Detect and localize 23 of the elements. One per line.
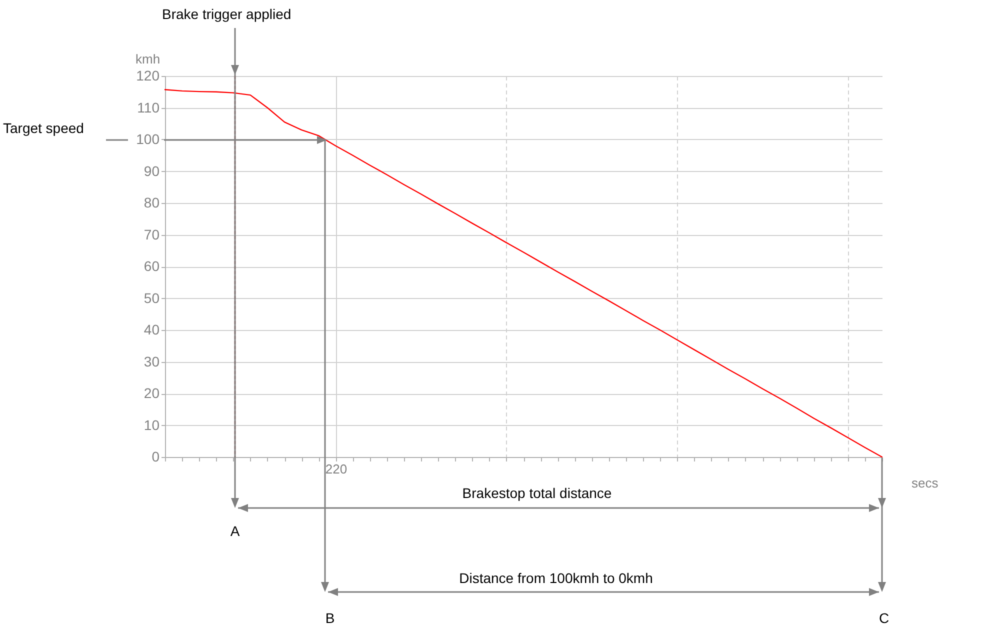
y-tick-label: 60 (144, 258, 160, 274)
text: Brakestop total distance (462, 485, 612, 501)
y-tick-label: 70 (144, 226, 160, 242)
y-axis-title: kmh (136, 52, 160, 66)
y-tick-label: 90 (144, 162, 160, 179)
text: Distance from 100kmh to 0kmh (459, 570, 653, 586)
y-tick-label: 80 (144, 194, 160, 210)
text: B (325, 610, 335, 626)
y-tick-label: 0 (152, 448, 160, 464)
y-tick-label: 110 (137, 99, 160, 116)
text: C (878, 610, 890, 626)
x-axis-title: secs (912, 476, 939, 490)
y-tick-label: 50 (144, 290, 160, 306)
y-tick-label: 100 (136, 131, 160, 147)
x-tick-label: 220 (325, 462, 348, 476)
y-tick-label: 40 (144, 322, 160, 338)
text: Target speed (3, 120, 84, 136)
y-tick-label: 30 (144, 353, 160, 370)
text: A (230, 523, 240, 539)
text: Brake trigger applied (162, 6, 292, 22)
y-tick-label: 120 (136, 68, 160, 84)
y-tick-label: 10 (144, 416, 160, 433)
y-tick-label: 20 (144, 385, 160, 401)
